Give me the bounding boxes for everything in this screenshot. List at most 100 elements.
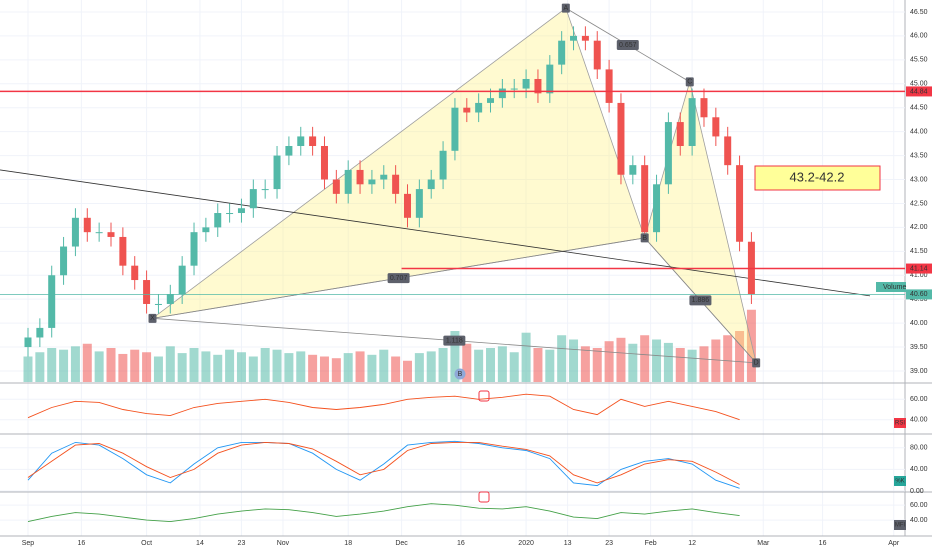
x-tick-label: Nov [277, 540, 290, 547]
volume-bar [640, 335, 650, 382]
indicator-name-box [894, 520, 906, 530]
volume-bar [569, 339, 579, 382]
indicator-line [27, 440, 740, 489]
ratio-label: 1.118 [446, 337, 463, 344]
volume-bar [687, 349, 697, 382]
candle-body [736, 165, 744, 242]
pattern-point-label: B [642, 235, 647, 242]
y-tick-label: 45.00 [910, 81, 928, 88]
volume-bar [533, 348, 543, 382]
y-tick-label: 40.00 [910, 517, 928, 524]
volume-bar [711, 339, 721, 382]
x-tick-label: 16 [77, 540, 85, 547]
volume-bar [272, 349, 282, 382]
y-tick-label: 40.00 [910, 417, 928, 424]
ratio-label: 0.707 [390, 275, 408, 282]
volume-bar [628, 343, 638, 382]
volume-bar [82, 343, 92, 382]
candle-body [24, 337, 32, 348]
volume-bar [414, 353, 424, 382]
x-tick-label: Dec [395, 540, 408, 547]
zone-box [754, 165, 881, 191]
volume-bar [177, 353, 187, 382]
volume-bar [296, 351, 306, 382]
volume-bar [165, 346, 175, 382]
pattern-point-box [148, 313, 157, 323]
volume-bar [426, 351, 436, 382]
volume-bar [106, 348, 116, 382]
candle-body [510, 88, 518, 90]
pattern-point-label: X [150, 315, 155, 322]
ratio-box [689, 295, 712, 306]
candle-body [71, 217, 79, 247]
price-label-box [906, 263, 932, 274]
y-tick-label: 42.00 [910, 224, 928, 231]
volume-bar [70, 346, 80, 382]
y-tick-label: 46.00 [910, 33, 928, 40]
candle-body [48, 275, 56, 328]
candle-body [581, 35, 589, 41]
volume-bar [94, 351, 104, 382]
candle-body [214, 213, 222, 228]
x-tick-label: 13 [564, 540, 572, 547]
volume-bar [142, 352, 152, 382]
volume-bar [153, 356, 163, 382]
volume-bar [616, 337, 626, 382]
candle-body [427, 179, 435, 190]
y-tick-label: 46.50 [910, 9, 928, 16]
price-label: 40.60 [910, 291, 928, 298]
candle-body [368, 179, 376, 185]
x-tick-label: 12 [688, 540, 696, 547]
candle-body [320, 146, 328, 180]
volume-bar [545, 349, 555, 382]
volume-bar [604, 341, 614, 382]
trend-line [0, 169, 871, 297]
y-tick-label: 43.00 [910, 176, 928, 183]
volume-bar [557, 335, 567, 382]
x-tick-label: Oct [141, 540, 152, 547]
candle-body [558, 40, 566, 65]
candle-body [143, 280, 151, 304]
price-label: 44.84 [910, 88, 928, 95]
candle-body [688, 98, 696, 147]
candle-body [593, 40, 601, 70]
event-marker [478, 491, 490, 503]
ratio-label: 0.657 [619, 42, 637, 49]
x-tick-label: Sep [22, 540, 35, 547]
candle-body [392, 174, 400, 194]
volume-bar [592, 348, 602, 382]
candle-body [119, 236, 127, 266]
marker-label: B [458, 371, 463, 378]
y-tick-label: 40.00 [910, 466, 928, 473]
x-tick-label: 18 [344, 540, 352, 547]
y-tick-label: 41.50 [910, 248, 928, 255]
candle-body [237, 208, 245, 214]
volume-bar [23, 356, 33, 382]
volume-bar [497, 346, 507, 382]
ratio-label: 1.886 [692, 297, 710, 304]
candle-body [653, 184, 661, 233]
x-tick-label: 16 [819, 540, 827, 547]
candle-body [629, 165, 637, 175]
candle-body [60, 246, 68, 276]
candle-body [475, 102, 483, 113]
x-tick-label: Mar [757, 540, 770, 547]
volume-bar [391, 356, 401, 382]
indicator-line [27, 393, 740, 421]
y-tick-label: 45.50 [910, 57, 928, 64]
candle-body [439, 150, 447, 180]
volume-bar [47, 348, 57, 382]
volume-bar [486, 348, 496, 382]
candle-body [356, 169, 364, 185]
y-tick-label: 42.50 [910, 200, 928, 207]
volume-bar [35, 352, 45, 382]
y-tick-label: 39.50 [910, 344, 928, 351]
price-label-box [906, 289, 932, 300]
y-tick-label: 40.00 [910, 320, 928, 327]
candle-body [605, 69, 613, 103]
volume-bar [213, 354, 223, 382]
volume-bar [462, 343, 472, 382]
indicator-name: MFI [895, 523, 906, 529]
volume-bar [746, 309, 756, 382]
